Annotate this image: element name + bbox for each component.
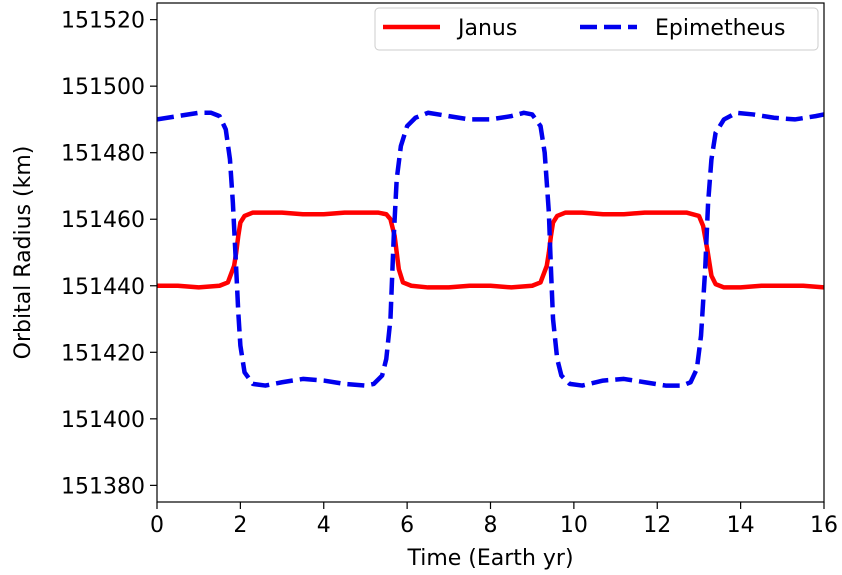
x-tick-label: 2 bbox=[233, 513, 247, 538]
x-tick-label: 8 bbox=[484, 513, 498, 538]
x-tick-label: 6 bbox=[400, 513, 414, 538]
x-tick-label: 16 bbox=[810, 513, 838, 538]
axes-frame bbox=[156, 2, 825, 503]
y-axis-label: Orbital Radius (km) bbox=[11, 146, 36, 360]
legend: Janus Epimetheus bbox=[374, 7, 819, 51]
x-tick-label: 14 bbox=[727, 513, 755, 538]
legend-label-epimetheus: Epimetheus bbox=[655, 16, 785, 41]
y-tick-label: 151420 bbox=[61, 341, 145, 366]
ticks-layer: 0 2 4 6 8 10 12 14 16 151380 151400 151420 151440 151… bbox=[61, 9, 838, 538]
y-tick-label: 151380 bbox=[61, 474, 145, 499]
y-tick-label: 151460 bbox=[61, 208, 145, 233]
y-tick-label: 151520 bbox=[61, 9, 145, 34]
series-layer bbox=[157, 110, 824, 388]
y-tick-label: 151500 bbox=[61, 75, 145, 100]
x-axis-label: Time (Earth yr) bbox=[406, 546, 573, 571]
x-tick-label: 10 bbox=[560, 513, 588, 538]
x-tick-label: 12 bbox=[643, 513, 671, 538]
x-tick-label: 0 bbox=[150, 513, 164, 538]
y-tick-label: 151440 bbox=[61, 275, 145, 300]
legend-label-janus: Janus bbox=[456, 16, 517, 41]
series-line-janus bbox=[157, 210, 824, 290]
y-tick-label: 151480 bbox=[61, 142, 145, 167]
y-tick-label: 151400 bbox=[61, 408, 145, 433]
series-line-epimetheus bbox=[157, 110, 824, 388]
x-tick-label: 4 bbox=[317, 513, 331, 538]
